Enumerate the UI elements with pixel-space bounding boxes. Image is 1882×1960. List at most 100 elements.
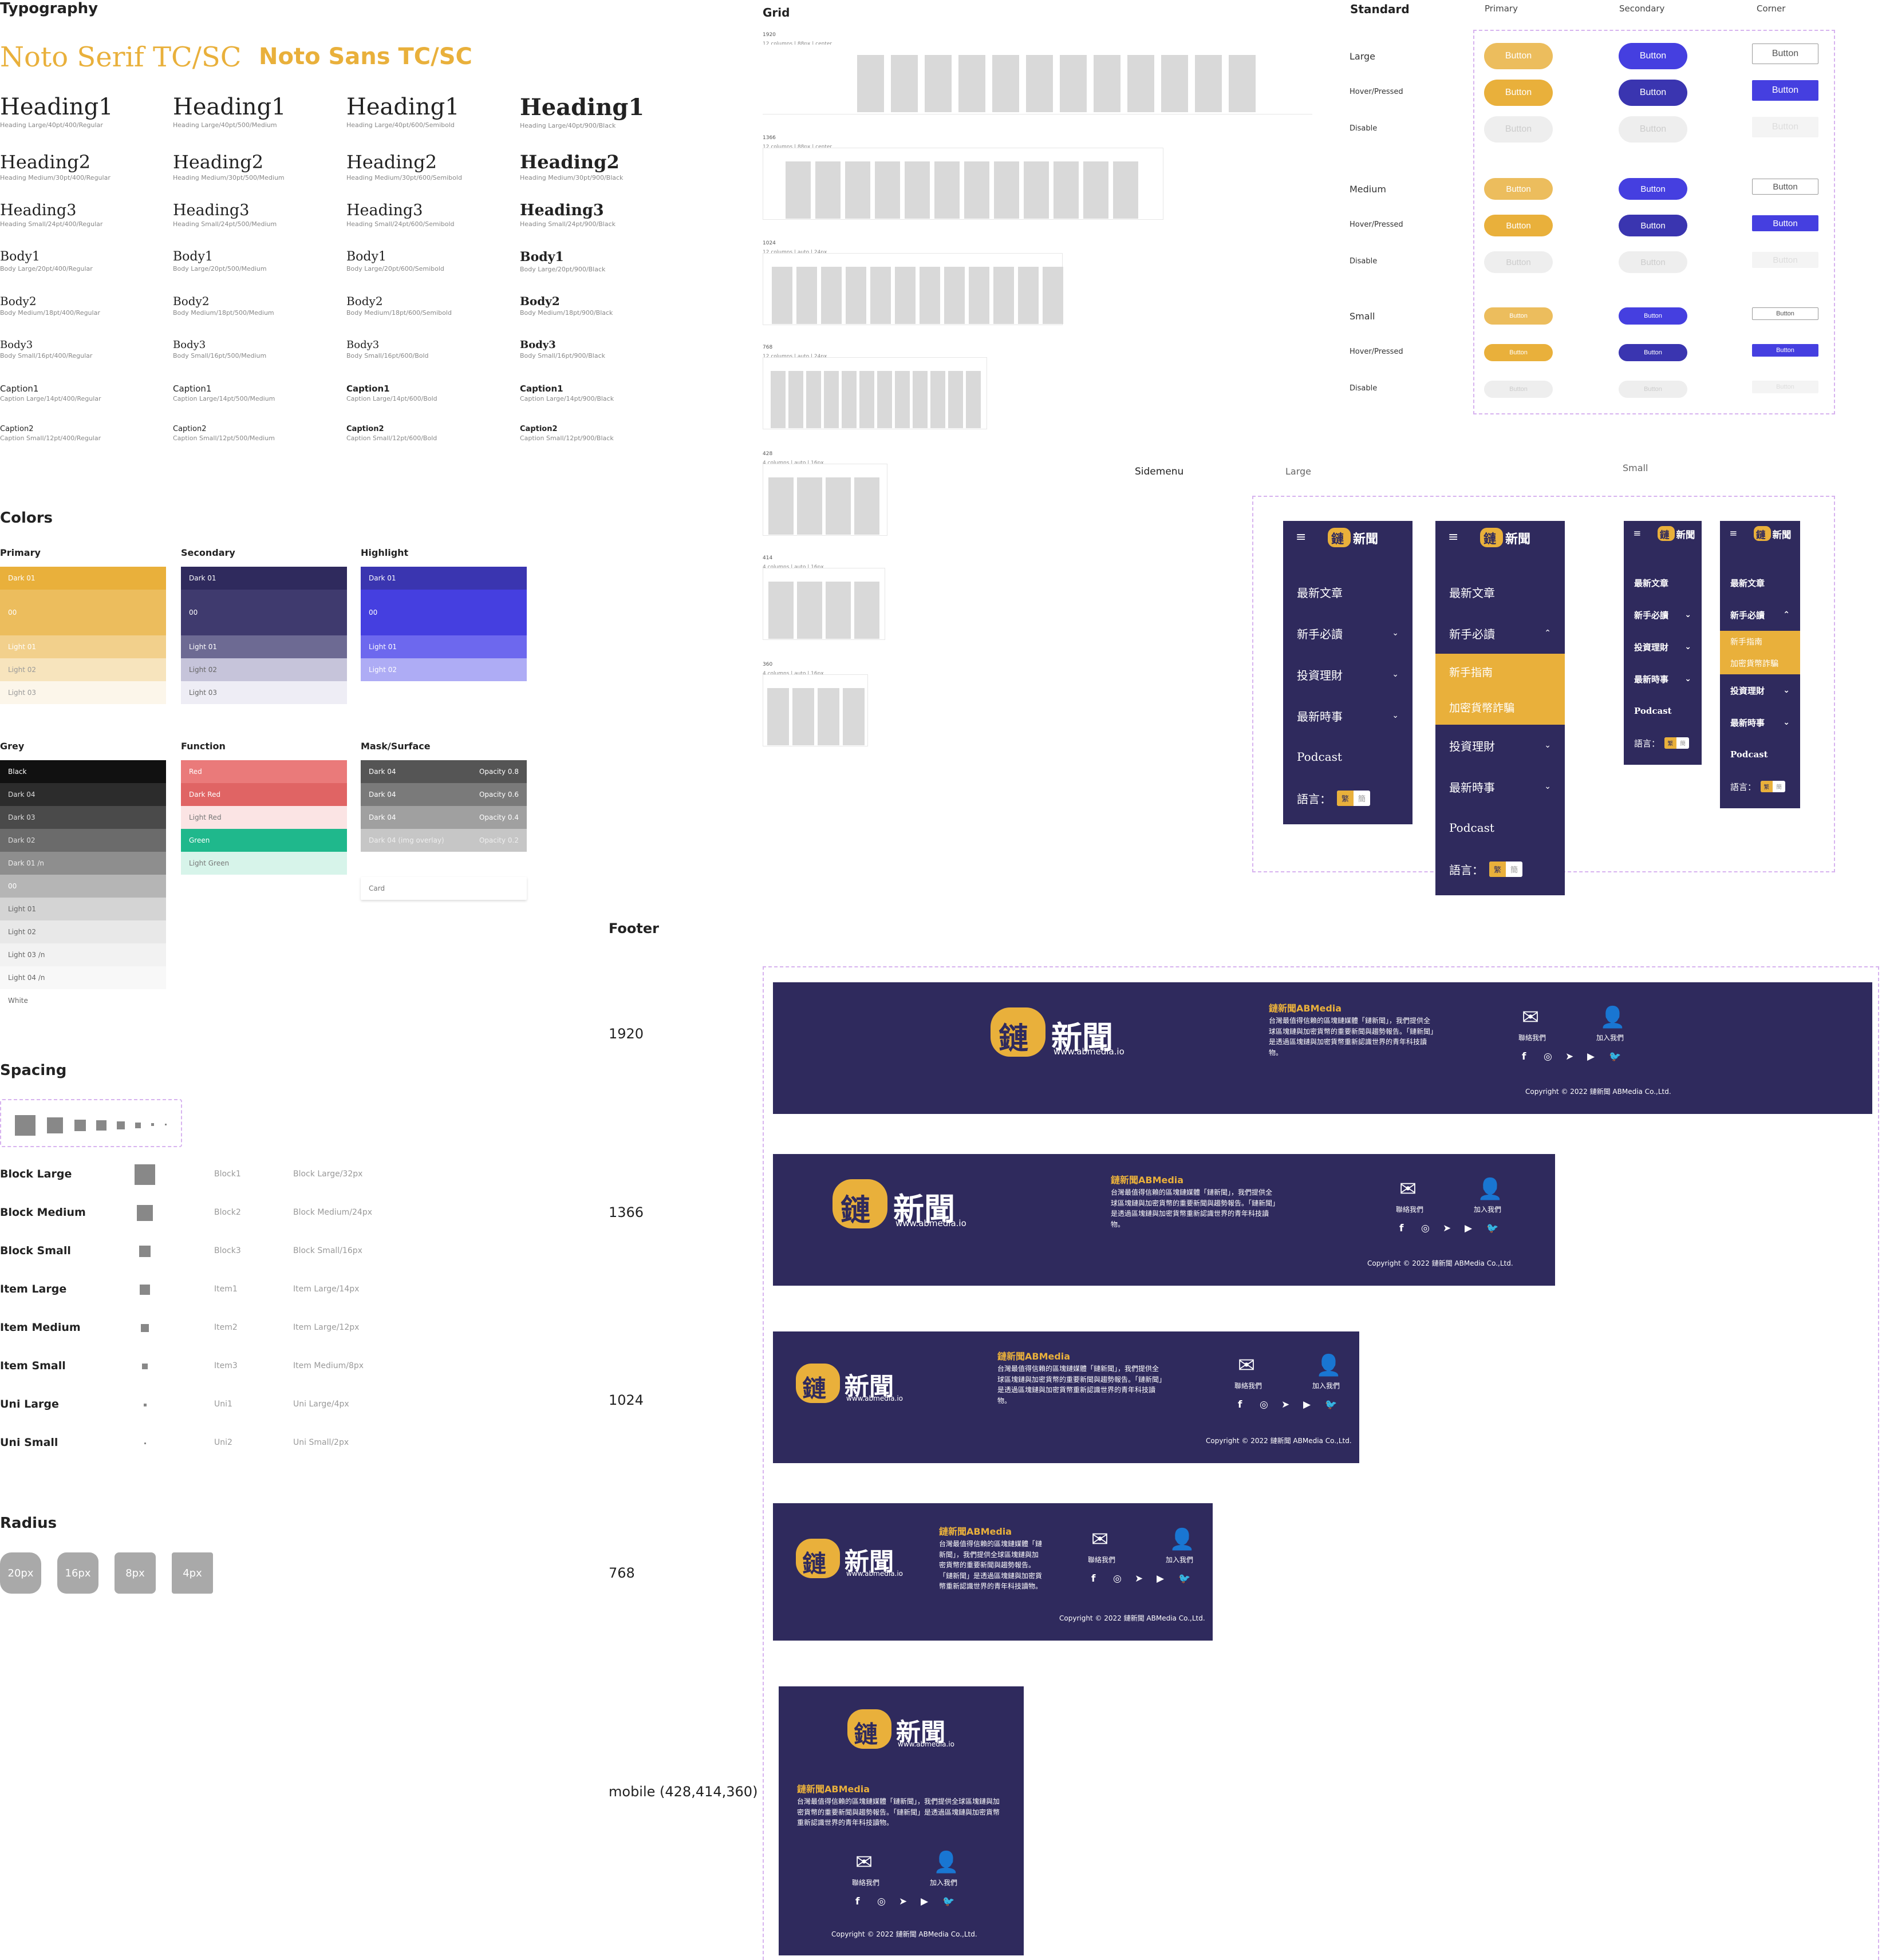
youtube-icon[interactable]: ▶ [921, 1896, 929, 1907]
corner-button[interactable]: Button [1752, 307, 1818, 320]
mail-icon[interactable]: ✉ [1399, 1177, 1417, 1201]
corner-button[interactable]: Button [1752, 381, 1818, 393]
instagram-icon[interactable]: ◎ [1421, 1223, 1430, 1234]
youtube-icon[interactable]: ▶ [1465, 1223, 1473, 1234]
hamburger-icon[interactable]: ≡ [1296, 530, 1307, 544]
twitter-icon[interactable]: 🐦 [1325, 1399, 1337, 1410]
sidemenu-item[interactable]: 投資理財 ⌄ [1720, 674, 1800, 706]
facebook-icon[interactable]: f [1091, 1573, 1096, 1584]
corner-button[interactable]: Button [1752, 117, 1818, 137]
language-simp[interactable]: 簡 [1358, 795, 1366, 804]
corner-button[interactable]: Button [1752, 215, 1818, 231]
primary-button[interactable]: Button [1484, 381, 1553, 398]
primary-button[interactable]: Button [1484, 178, 1553, 200]
sidemenu-item[interactable]: 新手必讀 ⌃ [1435, 612, 1565, 654]
youtube-icon[interactable]: ▶ [1157, 1573, 1165, 1584]
secondary-button[interactable]: Button [1619, 215, 1687, 236]
secondary-button[interactable]: Button [1619, 307, 1687, 325]
language-toggle[interactable]: 繁簡 [1337, 790, 1371, 806]
sidemenu-item[interactable]: 最新時事 ⌄ [1435, 766, 1565, 807]
youtube-icon[interactable]: ▶ [1303, 1399, 1311, 1410]
telegram-icon[interactable]: ➤ [1565, 1051, 1574, 1062]
sidemenu-item[interactable]: 最新時事 ⌄ [1624, 663, 1702, 695]
language-trad[interactable]: 繁 [1760, 781, 1773, 792]
instagram-icon[interactable]: ◎ [1544, 1051, 1552, 1062]
language-trad[interactable]: 繁 [1489, 861, 1506, 877]
language-toggle[interactable]: 繁簡 [1664, 737, 1690, 749]
sidemenu-subitem[interactable]: 新手指南 [1720, 631, 1800, 653]
sidemenu-item[interactable]: 投資理財 ⌄ [1435, 725, 1565, 766]
primary-button[interactable]: Button [1484, 307, 1553, 325]
primary-button[interactable]: Button [1484, 80, 1553, 106]
telegram-icon[interactable]: ➤ [1135, 1573, 1143, 1584]
sidemenu-item[interactable]: 投資理財 ⌄ [1624, 631, 1702, 663]
sidemenu-item[interactable]: 投資理財 ⌄ [1283, 654, 1413, 695]
twitter-icon[interactable]: 🐦 [942, 1896, 955, 1907]
secondary-button[interactable]: Button [1619, 344, 1687, 361]
telegram-icon[interactable]: ➤ [1443, 1223, 1451, 1234]
twitter-icon[interactable]: 🐦 [1178, 1573, 1191, 1584]
telegram-icon[interactable]: ➤ [899, 1896, 908, 1907]
language-trad[interactable]: 繁 [1337, 790, 1354, 806]
sidemenu-item[interactable]: 新手必讀 ⌄ [1624, 599, 1702, 631]
language-simp[interactable]: 簡 [1776, 784, 1782, 791]
mail-icon[interactable]: ✉ [1091, 1528, 1109, 1551]
language-toggle[interactable]: 繁簡 [1760, 781, 1786, 792]
telegram-icon[interactable]: ➤ [1281, 1399, 1290, 1410]
mail-icon[interactable]: ✉ [1522, 1006, 1540, 1029]
sidemenu-item[interactable]: 新手必讀 ⌃ [1720, 599, 1800, 631]
sidemenu-item[interactable]: 最新文章 [1283, 571, 1413, 612]
add-user-icon[interactable]: 👤 [933, 1851, 959, 1874]
mail-icon[interactable]: ✉ [1238, 1354, 1256, 1377]
language-trad[interactable]: 繁 [1664, 737, 1677, 749]
facebook-icon[interactable]: f [1238, 1399, 1242, 1410]
sidemenu-subitem[interactable]: 加密貨幣詐騙 [1435, 689, 1565, 725]
sidemenu-item[interactable]: 最新文章 [1720, 567, 1800, 599]
sidemenu-item[interactable]: Podcast [1283, 736, 1413, 777]
sidemenu-subitem[interactable]: 新手指南 [1435, 654, 1565, 689]
hamburger-icon[interactable]: ≡ [1633, 528, 1642, 539]
hamburger-icon[interactable]: ≡ [1729, 528, 1738, 539]
sidemenu-item[interactable]: 最新時事 ⌄ [1283, 695, 1413, 736]
facebook-icon[interactable]: f [855, 1896, 860, 1907]
primary-button[interactable]: Button [1484, 251, 1553, 273]
instagram-icon[interactable]: ◎ [1113, 1573, 1122, 1584]
language-simp[interactable]: 簡 [1680, 741, 1686, 747]
facebook-icon[interactable]: f [1522, 1051, 1526, 1062]
sidemenu-item[interactable]: 新手必讀 ⌄ [1283, 612, 1413, 654]
language-toggle[interactable]: 繁簡 [1489, 861, 1523, 877]
add-user-icon[interactable]: 👤 [1316, 1354, 1342, 1377]
sidemenu-item[interactable]: Podcast [1435, 807, 1565, 848]
secondary-button[interactable]: Button [1619, 116, 1687, 143]
sidemenu-item[interactable]: Podcast [1720, 738, 1800, 770]
twitter-icon[interactable]: 🐦 [1486, 1223, 1499, 1234]
sidemenu-item[interactable]: 最新時事 ⌄ [1720, 706, 1800, 738]
secondary-button[interactable]: Button [1619, 178, 1687, 200]
sidemenu-item[interactable]: 最新文章 [1624, 567, 1702, 599]
primary-button[interactable]: Button [1484, 215, 1553, 236]
sidemenu-item[interactable]: Podcast [1624, 695, 1702, 727]
secondary-button[interactable]: Button [1619, 251, 1687, 273]
sidemenu-item[interactable]: 最新文章 [1435, 571, 1565, 612]
add-user-icon[interactable]: 👤 [1600, 1006, 1625, 1029]
secondary-button[interactable]: Button [1619, 43, 1687, 69]
twitter-icon[interactable]: 🐦 [1609, 1051, 1621, 1062]
language-simp[interactable]: 簡 [1510, 866, 1518, 875]
facebook-icon[interactable]: f [1399, 1223, 1404, 1234]
instagram-icon[interactable]: ◎ [1260, 1399, 1268, 1410]
add-user-icon[interactable]: 👤 [1169, 1528, 1195, 1551]
hamburger-icon[interactable]: ≡ [1448, 530, 1459, 544]
sidemenu-subitem[interactable]: 加密貨幣詐騙 [1720, 653, 1800, 674]
primary-button[interactable]: Button [1484, 43, 1553, 69]
instagram-icon[interactable]: ◎ [877, 1896, 886, 1907]
corner-button[interactable]: Button [1752, 344, 1818, 357]
secondary-button[interactable]: Button [1619, 80, 1687, 106]
corner-button[interactable]: Button [1752, 252, 1818, 268]
primary-button[interactable]: Button [1484, 116, 1553, 143]
primary-button[interactable]: Button [1484, 344, 1553, 361]
corner-button[interactable]: Button [1752, 44, 1818, 64]
mail-icon[interactable]: ✉ [855, 1851, 873, 1874]
corner-button[interactable]: Button [1752, 179, 1818, 195]
corner-button[interactable]: Button [1752, 80, 1818, 101]
add-user-icon[interactable]: 👤 [1477, 1177, 1503, 1201]
